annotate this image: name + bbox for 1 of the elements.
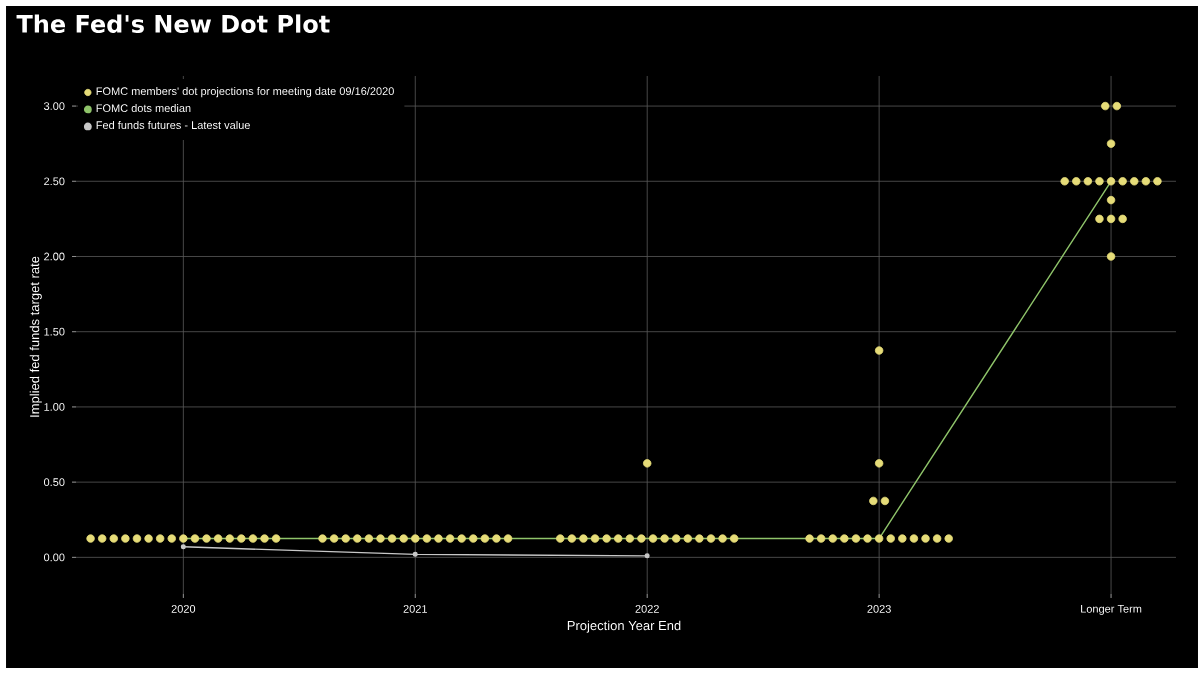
- chart-title: The Fed's New Dot Plot: [16, 14, 330, 33]
